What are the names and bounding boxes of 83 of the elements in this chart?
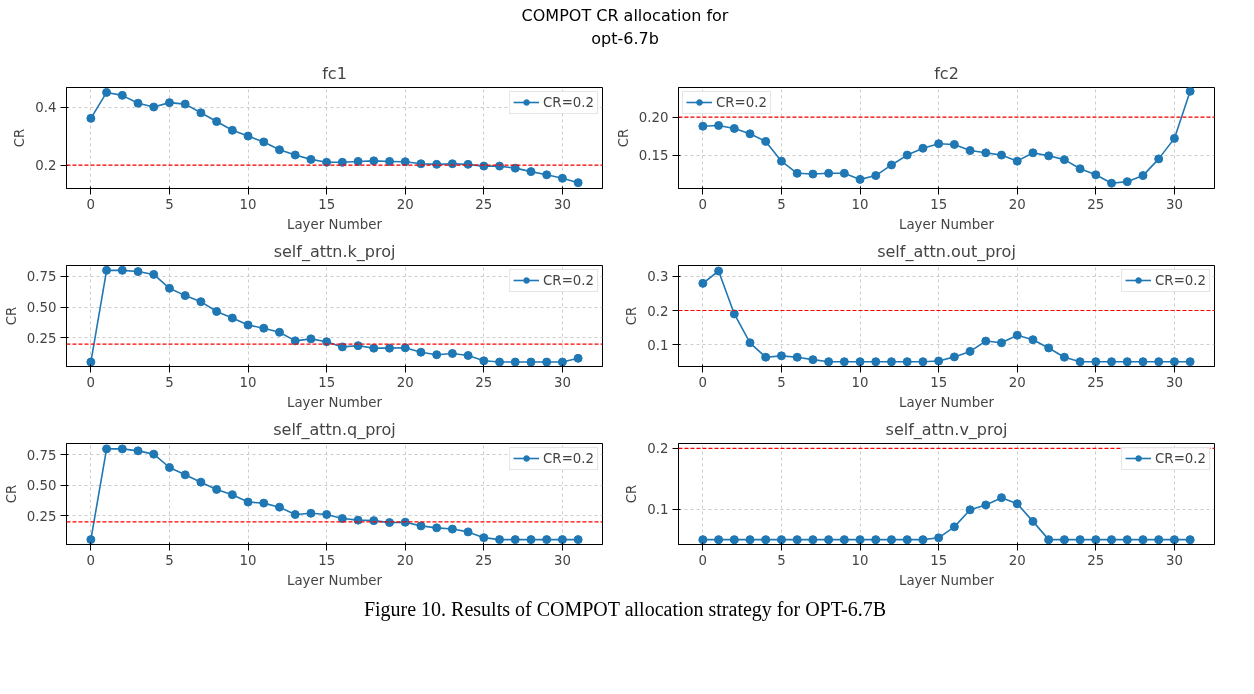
x-tick-label: 30 — [553, 374, 571, 390]
chart-title: fc1 — [322, 63, 347, 83]
x-tick-label: 0 — [86, 374, 96, 390]
x-tick-label: 15 — [930, 196, 948, 212]
y-tick-label: 0.2 — [647, 441, 669, 457]
y-tick-label: 0.1 — [647, 337, 669, 353]
x-tick-label: 5 — [165, 374, 174, 390]
x-tick-label: 30 — [553, 196, 571, 212]
x-tick-label: 0 — [698, 374, 708, 390]
x-tick-label: 30 — [553, 552, 571, 568]
chart-title: self_attn.out_proj — [877, 241, 1016, 262]
x-tick-label: 30 — [1165, 196, 1183, 212]
x-axis-title: Layer Number — [287, 572, 383, 588]
x-tick-label: 0 — [86, 196, 96, 212]
y-tick-label: 0.75 — [26, 268, 57, 284]
y-tick-label: 0.15 — [638, 147, 669, 163]
x-tick-label: 10 — [851, 196, 869, 212]
x-tick-label: 20 — [396, 552, 414, 568]
x-tick-label: 30 — [1165, 374, 1183, 390]
legend-label: CR=0.2 — [1155, 450, 1206, 466]
x-tick-label: 20 — [1008, 374, 1026, 390]
x-tick-label: 15 — [318, 196, 336, 212]
x-tick-label: 20 — [396, 374, 414, 390]
y-tick-label: 0.20 — [638, 109, 669, 125]
x-tick-label: 10 — [851, 374, 869, 390]
x-tick-label: 25 — [1087, 374, 1105, 390]
x-tick-label: 10 — [239, 196, 257, 212]
x-tick-label: 10 — [239, 374, 257, 390]
chart-title: self_attn.q_proj — [273, 419, 396, 440]
legend-label: CR=0.2 — [716, 94, 767, 110]
x-tick-label: 30 — [1165, 552, 1183, 568]
y-tick-label: 0.2 — [647, 303, 669, 319]
x-tick-label: 5 — [777, 374, 786, 390]
x-tick-label: 5 — [165, 196, 174, 212]
legend-label: CR=0.2 — [543, 272, 594, 288]
y-tick-label: 0.1 — [647, 501, 669, 517]
y-tick-label: 0.2 — [35, 157, 57, 173]
y-axis-title: CR — [3, 484, 19, 503]
y-axis-title: CR — [624, 306, 640, 325]
legend-label: CR=0.2 — [1155, 272, 1206, 288]
y-tick-label: 0.25 — [26, 330, 57, 346]
x-axis-title: Layer Number — [899, 216, 995, 232]
x-tick-label: 15 — [318, 374, 336, 390]
x-tick-label: 25 — [1087, 196, 1105, 212]
x-tick-label: 20 — [396, 196, 414, 212]
x-tick-label: 25 — [475, 552, 493, 568]
x-tick-label: 5 — [777, 196, 786, 212]
y-tick-label: 0.3 — [647, 268, 669, 284]
chart-title: self_attn.k_proj — [273, 241, 396, 262]
x-tick-label: 0 — [86, 552, 96, 568]
x-axis-title: Layer Number — [287, 394, 383, 410]
chart-title: fc2 — [934, 63, 959, 83]
x-tick-label: 10 — [851, 552, 869, 568]
x-tick-label: 20 — [1008, 196, 1026, 212]
x-tick-label: 15 — [930, 374, 948, 390]
x-tick-label: 15 — [930, 552, 948, 568]
legend-label: CR=0.2 — [543, 94, 594, 110]
x-tick-label: 20 — [1008, 552, 1026, 568]
legend-label: CR=0.2 — [543, 450, 594, 466]
y-axis-title: CR — [12, 128, 28, 147]
text: COMPOT CR allocation for opt-6.7b — [521, 5, 729, 50]
y-tick-label: 0.50 — [26, 299, 57, 315]
x-tick-label: 5 — [777, 552, 786, 568]
y-tick-label: 0.25 — [26, 508, 57, 524]
x-tick-label: 5 — [165, 552, 174, 568]
caption: Figure 10. Results of COMPOT allocation strategy for OPT-6.7B — [363, 596, 887, 623]
chart-title: self_attn.v_proj — [885, 419, 1008, 440]
y-tick-label: 0.50 — [26, 477, 57, 493]
y-axis-title: CR — [3, 306, 19, 325]
x-axis-title: Layer Number — [899, 394, 995, 410]
x-tick-label: 0 — [698, 196, 708, 212]
x-axis-title: Layer Number — [899, 572, 995, 588]
y-tick-label: 0.75 — [26, 447, 57, 463]
x-axis-title: Layer Number — [287, 216, 383, 232]
y-axis-title: CR — [624, 484, 640, 503]
y-tick-label: 0.4 — [35, 99, 57, 115]
x-tick-label: 15 — [318, 552, 336, 568]
y-axis-title: CR — [615, 128, 631, 147]
x-tick-label: 25 — [475, 196, 493, 212]
x-tick-label: 0 — [698, 552, 708, 568]
x-tick-label: 25 — [1087, 552, 1105, 568]
x-tick-label: 10 — [239, 552, 257, 568]
x-tick-label: 25 — [475, 374, 493, 390]
